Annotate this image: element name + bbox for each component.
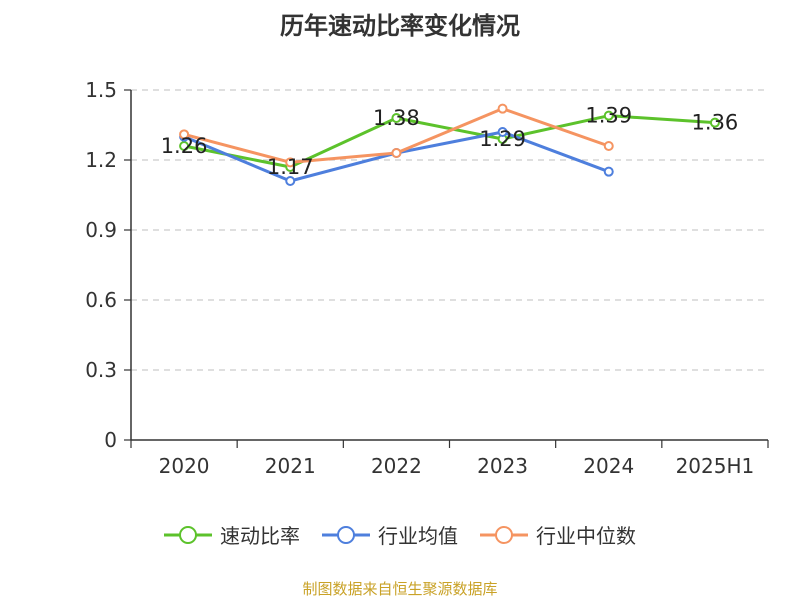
- data-point: [709, 117, 720, 128]
- data-label: 1.17: [267, 155, 314, 179]
- data-label: 1.39: [585, 104, 632, 128]
- series-line: [183, 114, 716, 169]
- x-tick-label: 2024: [583, 454, 634, 478]
- data-point: [391, 148, 402, 158]
- source-note: 制图数据来自恒生聚源数据库: [302, 580, 498, 598]
- legend-label: 行业中位数: [536, 524, 636, 548]
- y-tick-label: 0.3: [85, 358, 117, 382]
- data-point: [497, 127, 508, 137]
- data-point: [285, 157, 296, 168]
- data-point: [497, 103, 508, 114]
- legend-label: 行业均值: [378, 524, 458, 548]
- chart-title: 历年速动比率变化情况: [280, 12, 520, 40]
- y-tick-label: 0: [104, 428, 117, 452]
- y-tick-label: 0.6: [85, 288, 117, 312]
- data-point: [179, 129, 190, 140]
- x-tick-label: 2021: [265, 454, 316, 478]
- data-point: [603, 110, 614, 121]
- y-tick-label: 1.2: [85, 148, 117, 172]
- x-tick-label: 2023: [477, 454, 528, 478]
- legend-label: 速动比率: [220, 524, 300, 548]
- legend-item-speed-ratio[interactable]: 速动比率: [164, 520, 300, 549]
- legend: 速动比率 行业均值 行业中位数: [0, 520, 800, 549]
- x-tick-label: 2020: [159, 454, 210, 478]
- y-tick-label: 0.9: [85, 218, 117, 242]
- x-tick-label: 2025H1: [676, 454, 755, 478]
- data-label: 1.36: [692, 111, 739, 135]
- legend-swatch-icon: [164, 525, 212, 544]
- legend-swatch-icon: [480, 525, 528, 544]
- data-label: 1.38: [373, 106, 420, 130]
- data-label: 1.26: [161, 134, 208, 158]
- data-label: 1.29: [479, 127, 526, 151]
- data-point: [391, 113, 402, 123]
- data-point: [179, 141, 190, 151]
- y-tick-label: 1.5: [85, 78, 117, 102]
- data-point: [285, 176, 296, 186]
- legend-item-industry-avg[interactable]: 行业均值: [322, 520, 458, 549]
- data-point: [603, 166, 614, 177]
- x-tick-label: 2022: [371, 454, 422, 478]
- legend-swatch-icon: [322, 525, 370, 544]
- data-point: [603, 141, 614, 151]
- legend-item-industry-median[interactable]: 行业中位数: [480, 520, 636, 549]
